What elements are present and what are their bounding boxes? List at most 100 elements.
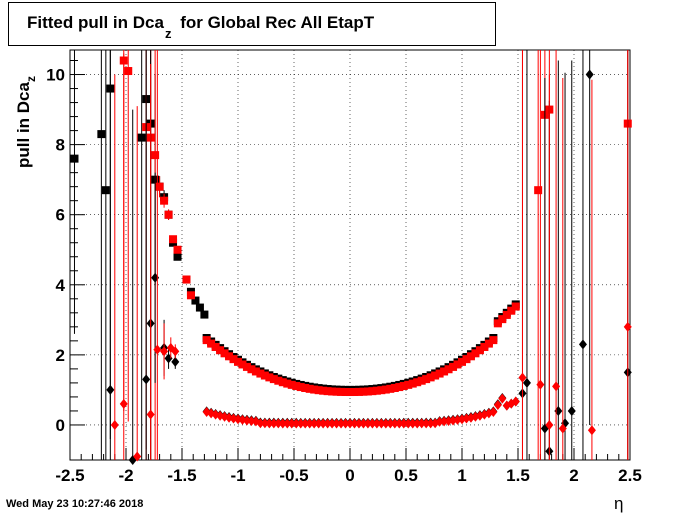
square-point-red: [395, 383, 404, 392]
diamond-point-red: [346, 418, 354, 429]
square-point-red: [377, 386, 386, 395]
diamond-point-red: [314, 418, 323, 429]
square-point-red: [368, 387, 377, 396]
x-tick-label: -0.5: [279, 466, 308, 485]
diamond-point-red: [332, 418, 341, 429]
diamond-point-red: [552, 381, 561, 392]
diamond-point-red: [153, 344, 162, 355]
diamond-point-black: [522, 377, 531, 388]
diamond-point-red: [413, 418, 422, 429]
square-point-red: [480, 342, 489, 351]
diamond-point-black: [554, 405, 563, 416]
square-point-red: [269, 375, 278, 384]
square-point-red: [229, 355, 238, 364]
square-point-red: [511, 302, 520, 311]
square-point-red: [337, 387, 346, 396]
square-point-black: [173, 252, 182, 261]
diamond-point-red: [337, 418, 346, 429]
square-point-black: [195, 303, 204, 312]
title-rest: for Global Rec All EtapT: [180, 13, 375, 32]
diamond-point-red: [545, 419, 554, 430]
square-point-red: [124, 67, 133, 76]
square-point-red: [341, 387, 350, 396]
diamond-point-red: [449, 415, 458, 426]
diamond-point-red: [422, 418, 431, 429]
square-point-red: [256, 369, 265, 378]
diamond-point-red: [440, 416, 449, 427]
diamond-point-red: [269, 418, 278, 429]
diamond-point-red: [242, 415, 251, 426]
square-point-black: [191, 296, 200, 305]
diamond-point-red: [536, 379, 545, 390]
x-tick-label: -2: [118, 466, 133, 485]
square-point-red: [449, 362, 458, 371]
square-point-red: [493, 319, 502, 328]
square-point-red: [274, 376, 283, 385]
diamond-point-black: [578, 339, 587, 350]
diamond-point-red: [305, 418, 314, 429]
diamond-point-red: [493, 399, 502, 410]
diamond-point-red: [319, 418, 328, 429]
square-point-red: [292, 382, 301, 391]
square-point-red: [151, 151, 160, 160]
diamond-point-red: [498, 393, 507, 404]
diamond-point-red: [292, 418, 301, 429]
diamond-point-black: [151, 272, 160, 283]
diamond-point-red: [359, 418, 368, 429]
square-point-red: [372, 386, 381, 395]
square-point-red: [453, 360, 462, 369]
diamond-point-red: [301, 418, 310, 429]
diamond-point-red: [265, 418, 274, 429]
square-point-red: [173, 245, 182, 254]
diamond-point-red: [247, 415, 256, 426]
square-point-red: [265, 373, 274, 382]
y-tick-label: 8: [56, 136, 65, 155]
square-point-red: [363, 387, 372, 396]
diamond-point-red: [399, 418, 408, 429]
diamond-point-red: [390, 418, 399, 429]
diamond-point-red: [274, 418, 283, 429]
diamond-point-red: [377, 418, 386, 429]
diamond-point-red: [623, 321, 632, 332]
square-point-red: [164, 210, 173, 219]
diamond-point-red: [341, 418, 350, 429]
diamond-point-red: [372, 418, 381, 429]
square-point-black: [200, 310, 209, 319]
diamond-point-red: [489, 407, 498, 418]
diamond-point-red: [511, 396, 520, 407]
diamond-point-red: [507, 398, 516, 409]
square-point-red: [225, 352, 234, 361]
square-point-red: [422, 375, 431, 384]
diamond-point-red: [426, 418, 435, 429]
square-point-red: [278, 378, 287, 387]
square-point-red: [251, 367, 260, 376]
square-point-red: [186, 291, 195, 300]
diamond-point-red: [119, 398, 128, 409]
square-point-red: [305, 384, 314, 393]
diamond-point-red: [587, 425, 596, 436]
square-point-red: [489, 336, 498, 345]
diamond-point-red: [354, 418, 363, 429]
square-point-red: [202, 336, 211, 345]
square-point-red: [323, 387, 332, 396]
square-point-red: [314, 386, 323, 395]
diamond-point-red: [283, 418, 292, 429]
diamond-point-red: [171, 346, 180, 357]
square-point-red: [301, 383, 310, 392]
diamond-point-red: [444, 415, 453, 426]
square-point-red: [234, 357, 242, 366]
diamond-point-black: [142, 374, 151, 385]
square-point-red: [444, 365, 453, 374]
square-point-red: [507, 306, 516, 315]
square-point-black: [97, 130, 106, 139]
square-point-red: [220, 349, 229, 358]
square-point-red: [413, 378, 422, 387]
square-point-red: [346, 388, 354, 397]
y-tick-label: 2: [56, 346, 65, 365]
square-point-red: [247, 365, 256, 374]
square-point-red: [399, 382, 408, 391]
square-point-black: [137, 133, 146, 142]
diamond-point-red: [386, 418, 395, 429]
diamond-point-black: [106, 384, 115, 395]
